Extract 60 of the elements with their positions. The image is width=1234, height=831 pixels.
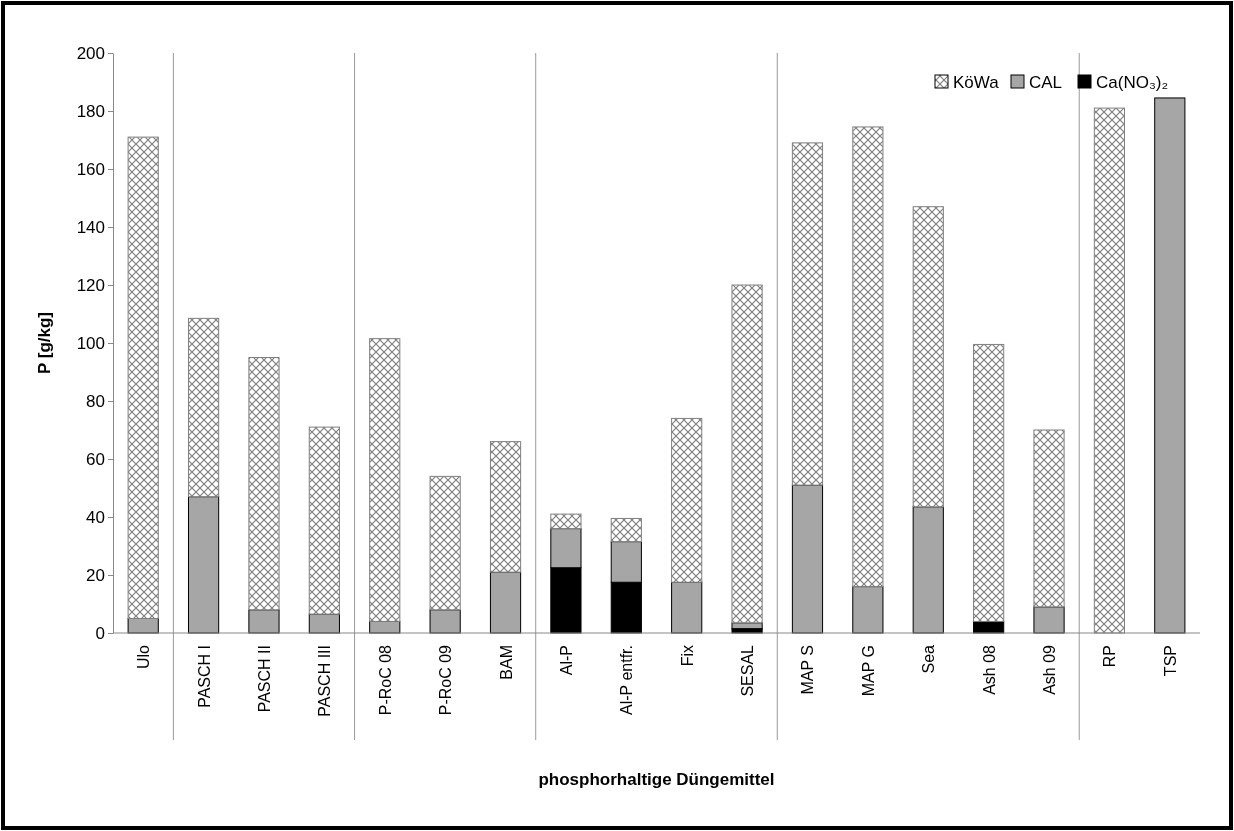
x-tick-label: MAP G — [859, 645, 877, 697]
x-tick-label: BAM — [497, 645, 515, 680]
bar — [973, 343, 1005, 622]
x-tick-label: Al-P entfr. — [618, 645, 636, 715]
x-tick-label: TSP — [1161, 645, 1179, 677]
bar — [308, 426, 340, 615]
bar — [1033, 606, 1065, 634]
bar — [127, 136, 159, 619]
x-tick-label: Ulo — [135, 644, 153, 670]
y-tick-label: 180 — [76, 101, 105, 121]
bar — [1154, 97, 1186, 634]
x-tick-label: P-RoC 09 — [437, 644, 455, 716]
bar — [610, 517, 642, 543]
x-tick-label: PASCH III — [316, 645, 334, 717]
x-tick-label: PASCH I — [195, 645, 213, 708]
bar — [429, 475, 461, 611]
bar — [187, 317, 220, 498]
x-tick-label: P-RoC 08 — [376, 644, 394, 716]
x-tick-label: MAP S — [799, 645, 817, 695]
bar — [369, 338, 401, 622]
y-tick-label: 40 — [86, 507, 105, 527]
x-tick-label: RP — [1101, 645, 1119, 668]
x-tick-label: Ash 08 — [980, 644, 998, 695]
x-tick-label: PASCH II — [255, 645, 273, 713]
legend-label: CAL — [1029, 73, 1063, 92]
y-tick-label: 160 — [76, 159, 105, 179]
bar — [187, 496, 220, 634]
bar — [791, 142, 824, 486]
y-tick-label: 80 — [86, 391, 105, 411]
y-tick-label: 140 — [76, 217, 105, 237]
legend-label: KöWa — [953, 73, 1000, 92]
bar — [671, 417, 703, 583]
bar — [852, 586, 884, 634]
bar — [912, 206, 944, 508]
x-tick-label: Sea — [920, 644, 938, 674]
bar — [731, 284, 763, 624]
y-tick-label: 200 — [76, 43, 105, 63]
bar — [489, 441, 522, 573]
bar — [791, 484, 824, 634]
bar — [429, 609, 461, 634]
y-axis-title: P [g/kg] — [35, 311, 54, 375]
bar — [489, 571, 522, 634]
x-tick-label: SESAL — [739, 644, 757, 697]
x-tick-label: Al-P — [557, 645, 575, 676]
bar — [550, 513, 582, 530]
bar — [671, 581, 703, 634]
y-tick-label: 0 — [95, 623, 105, 643]
legend-label: Ca(NO₃)₂ — [1096, 73, 1169, 92]
bar — [248, 357, 280, 611]
y-tick-label: 60 — [86, 449, 105, 469]
x-axis-title: phosphorhaltige Düngemittel — [538, 770, 775, 789]
x-tick-label: Ash 09 — [1041, 644, 1059, 695]
bar — [1033, 429, 1065, 608]
bar — [912, 506, 944, 634]
y-tick-label: 20 — [86, 565, 105, 585]
y-tick-label: 120 — [76, 275, 105, 295]
y-tick-label: 100 — [76, 333, 105, 353]
x-tick-label: Fix — [678, 645, 696, 667]
bar — [248, 609, 280, 634]
bar — [852, 126, 884, 588]
